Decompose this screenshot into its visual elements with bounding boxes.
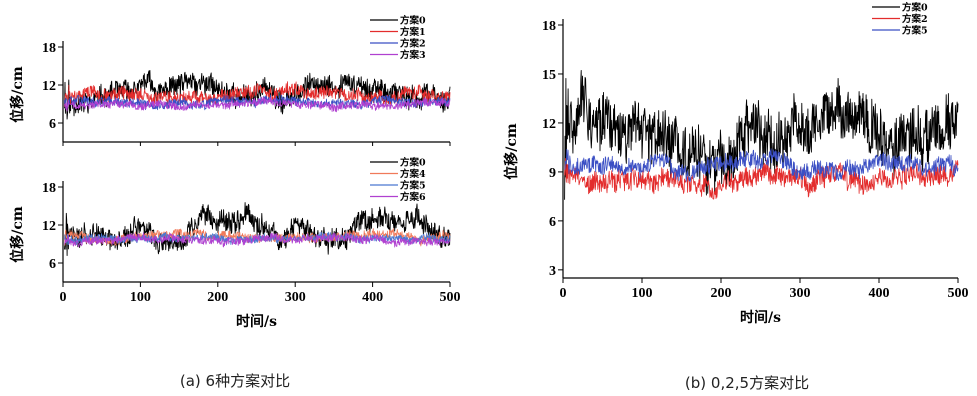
legend-label: 方案0 [902,2,928,14]
series-line-方案6 [64,232,451,248]
x-tick-label: 100 [632,286,653,301]
caption-b: (b) 0,2,5方案对比 [685,374,809,392]
x-axis-label: 时间/s [740,309,781,326]
y-tick-label: 6 [49,117,56,132]
legend-label: 方案2 [400,38,426,50]
x-tick-label: 500 [440,290,461,305]
y-tick-label: 15 [542,68,556,83]
y-axis-label: 位移/cm [9,206,26,263]
legend-label: 方案1 [400,26,426,38]
caption-a: (a) 6种方案对比 [180,372,290,390]
y-tick-label: 12 [42,219,56,234]
legend-label: 方案4 [400,168,426,180]
legend-label: 方案5 [400,180,426,192]
y-axis-label: 位移/cm [9,66,26,123]
legend-label: 方案3 [400,49,426,61]
legend-label: 方案6 [400,191,426,203]
series-line-方案5 [64,231,451,246]
legend-label: 方案0 [400,15,426,27]
y-tick-label: 6 [549,215,556,230]
y-tick-label: 9 [549,166,556,181]
x-tick-label: 200 [207,290,228,305]
x-axis-label: 时间/s [236,313,277,330]
x-tick-label: 100 [130,290,151,305]
y-tick-label: 18 [42,41,56,56]
series-line-方案0 [564,70,959,200]
y-axis-label: 位移/cm [503,123,520,180]
x-tick-label: 400 [869,286,890,301]
y-tick-label: 3 [549,264,556,279]
x-tick-label: 200 [711,286,732,301]
series-line-方案5 [564,148,959,182]
x-tick-label: 0 [60,290,67,305]
x-tick-label: 500 [948,286,969,301]
x-tick-label: 0 [560,286,567,301]
x-tick-label: 300 [285,290,306,305]
chart-panel-a-bottom: 6 12 18 0 100 200 300 400 500 位移/cm 时间/s 方案0方案4方案5方… [9,157,461,331]
legend-label: 方案2 [902,13,928,25]
y-tick-label: 6 [49,257,56,272]
series-line-方案0 [64,69,451,120]
chart-panel-b: 3 6 9 12 15 18 0 100 200 300 400 500 位移/cm 时间/s 方案0方案2… [503,2,969,327]
legend-label: 方案0 [400,157,426,169]
y-tick-label: 18 [542,19,556,34]
y-tick-label: 12 [542,117,556,132]
series-line-方案3 [64,96,451,113]
y-tick-label: 12 [42,79,56,94]
legend-label: 方案5 [902,25,928,37]
y-tick-label: 18 [42,181,56,196]
x-tick-label: 400 [362,290,383,305]
series-line-方案0 [64,202,451,256]
series-line-方案2 [564,158,959,200]
x-tick-label: 300 [790,286,811,301]
